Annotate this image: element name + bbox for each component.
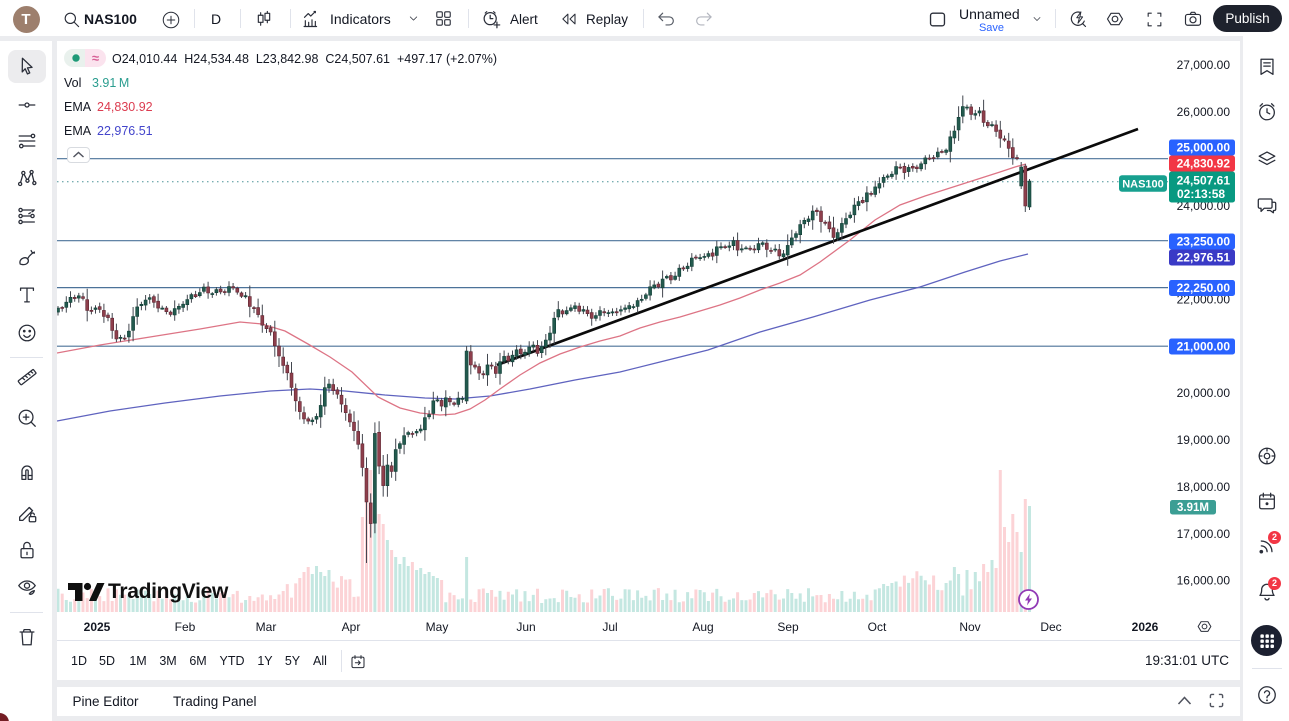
- svg-text:TradingView: TradingView: [108, 580, 229, 603]
- svg-text:19,000.00: 19,000.00: [1177, 433, 1231, 447]
- svg-text:20,000.00: 20,000.00: [1177, 386, 1231, 400]
- svg-text:25,000.00: 25,000.00: [1177, 141, 1231, 155]
- svg-text:23,250.00: 23,250.00: [1177, 235, 1231, 249]
- svg-text:≈: ≈: [92, 51, 99, 66]
- svg-text:16,000.00: 16,000.00: [1177, 574, 1231, 588]
- svg-text:NAS100: NAS100: [1122, 179, 1164, 191]
- svg-text:18,000.00: 18,000.00: [1177, 480, 1231, 494]
- svg-text:02:13:58: 02:13:58: [1177, 187, 1225, 201]
- svg-text:3.91M: 3.91M: [1177, 502, 1209, 514]
- svg-text:22,250.00: 22,250.00: [1177, 281, 1231, 295]
- svg-text:26,000.00: 26,000.00: [1177, 105, 1231, 119]
- svg-text:17,000.00: 17,000.00: [1177, 527, 1231, 541]
- svg-text:24,507.61: 24,507.61: [1177, 174, 1231, 188]
- svg-text:24,830.92: 24,830.92: [1177, 157, 1231, 171]
- svg-text:27,000.00: 27,000.00: [1177, 58, 1231, 72]
- svg-text:21,000.00: 21,000.00: [1177, 340, 1231, 354]
- svg-text:22,976.51: 22,976.51: [1177, 251, 1231, 265]
